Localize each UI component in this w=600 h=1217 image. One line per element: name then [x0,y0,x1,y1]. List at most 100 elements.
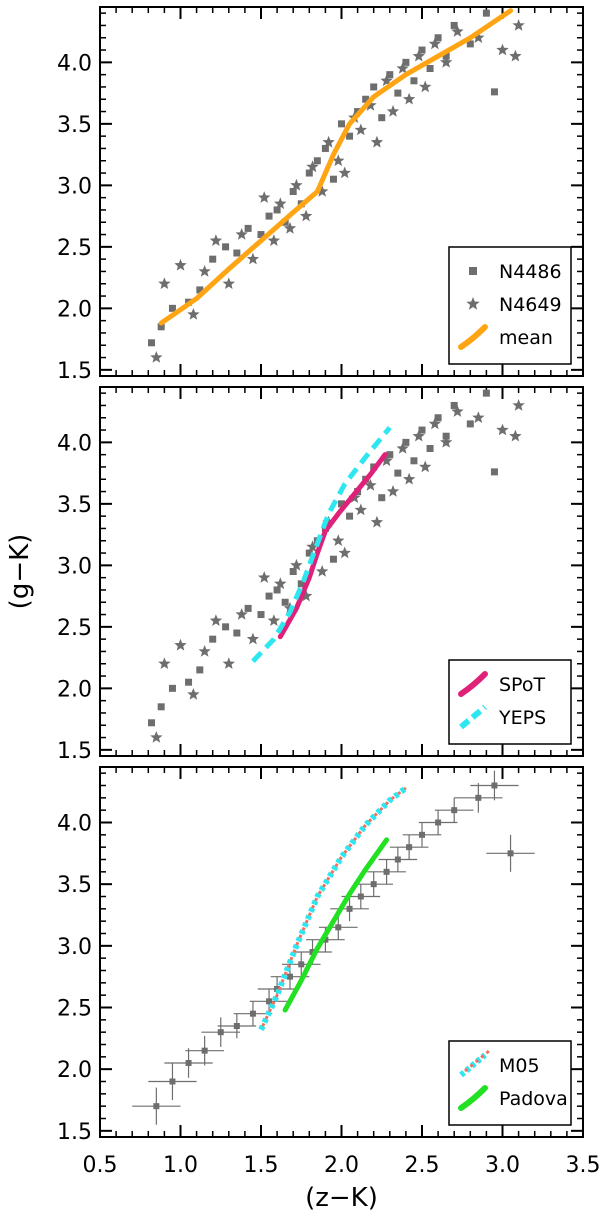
point-star [396,62,409,74]
point-star [451,405,464,417]
y-tick-label: 3.5 [57,493,92,518]
point-star [428,417,442,430]
point-star [380,74,393,87]
point-square [410,457,418,465]
legend: N4486 N4649 mean [448,246,572,365]
point-star [198,265,211,277]
point-square [222,243,230,251]
point-errorbar [185,1060,192,1066]
y-tick-label: 2.0 [57,677,92,702]
point-square [394,89,402,97]
y-tick-label: 3.0 [57,935,92,960]
y-tick-label: 3.0 [57,554,92,579]
point-star [512,19,525,31]
point-star [246,632,260,645]
y-tick-label: 4.0 [57,431,92,456]
plot-frame [99,386,584,757]
y-tick-label: 4.0 [57,51,92,76]
point-square [257,611,265,619]
point-star [306,540,319,553]
point-star [402,92,416,105]
point-star [512,399,525,411]
point-square [329,555,337,563]
point-errorbar [507,850,514,857]
point-square [148,719,156,727]
point-star [158,657,171,669]
point-errorbar [435,819,442,826]
point-star [472,31,485,43]
point-star [267,614,281,626]
x-tick-label: 3.0 [485,1153,520,1178]
y-tick-label: 1.5 [57,1120,92,1145]
point-star [509,429,522,442]
point-square [265,212,273,220]
x-tick-label: 0.5 [83,1153,118,1178]
point-star [209,234,223,246]
point-square [329,175,337,183]
point-square [346,132,354,140]
point-star [402,472,416,485]
legend-label: YEPS [498,707,546,729]
point-star [235,608,248,620]
line-m05-overlay [259,786,407,1031]
point-square [426,65,434,72]
series-padova [282,837,390,1013]
x-tick-label: 2.0 [324,1153,359,1178]
point-star [412,49,425,62]
y-tick-label: 2.5 [57,616,92,641]
point-errorbar [370,881,377,888]
x-tick-label: 1.5 [244,1153,279,1178]
point-star [299,209,313,222]
point-square [338,500,345,508]
point-star [354,123,367,136]
point-errorbar [346,905,353,912]
point-star [496,423,509,436]
point-square [346,512,354,520]
point-star [316,565,329,577]
point-star [380,454,393,467]
point-square [244,604,252,612]
point-errorbar [335,924,342,931]
point-star [283,221,297,234]
point-errorbar [169,1078,176,1085]
point-star [332,534,345,546]
legend-line-icon [458,1085,488,1111]
point-star [187,688,200,700]
point-star [274,577,287,590]
point-star [222,657,235,669]
point-errorbar [357,893,364,900]
point-star [174,258,187,271]
point-square [273,206,281,214]
point-square [370,83,378,91]
point-star [246,252,260,265]
point-star [419,80,432,93]
point-errorbar [475,794,482,801]
line-m05 [258,785,408,1031]
legend-line-icon [458,324,488,350]
point-star [386,105,400,117]
line-yeps [251,426,392,664]
point-star [274,197,287,210]
point-errorbar [491,782,498,789]
legend-box [448,1040,572,1126]
point-star [316,185,329,197]
point-star [370,515,384,528]
point-errorbar [394,856,401,863]
point-square [402,58,410,66]
point-square [265,592,273,600]
point-star [354,503,367,516]
point-square [466,40,474,48]
point-errorbar [309,949,316,955]
point-errorbar [217,1029,224,1036]
point-star [338,166,351,179]
point-square [289,188,297,195]
y-tick-label: 2.5 [57,236,92,261]
point-errorbar [406,844,413,851]
point-star [472,411,485,423]
point-square [209,635,217,643]
y-tick-label: 3.0 [57,174,92,199]
series-yeps [251,426,392,664]
point-square [466,420,474,428]
panel-3: 1.5 2.0 2.5 3.0 3.5 4.0 0.5 1.0 1.5 2.0 2.5 3.0 3.5 M… [57,766,600,1213]
legend-label: M05 [499,1055,540,1077]
